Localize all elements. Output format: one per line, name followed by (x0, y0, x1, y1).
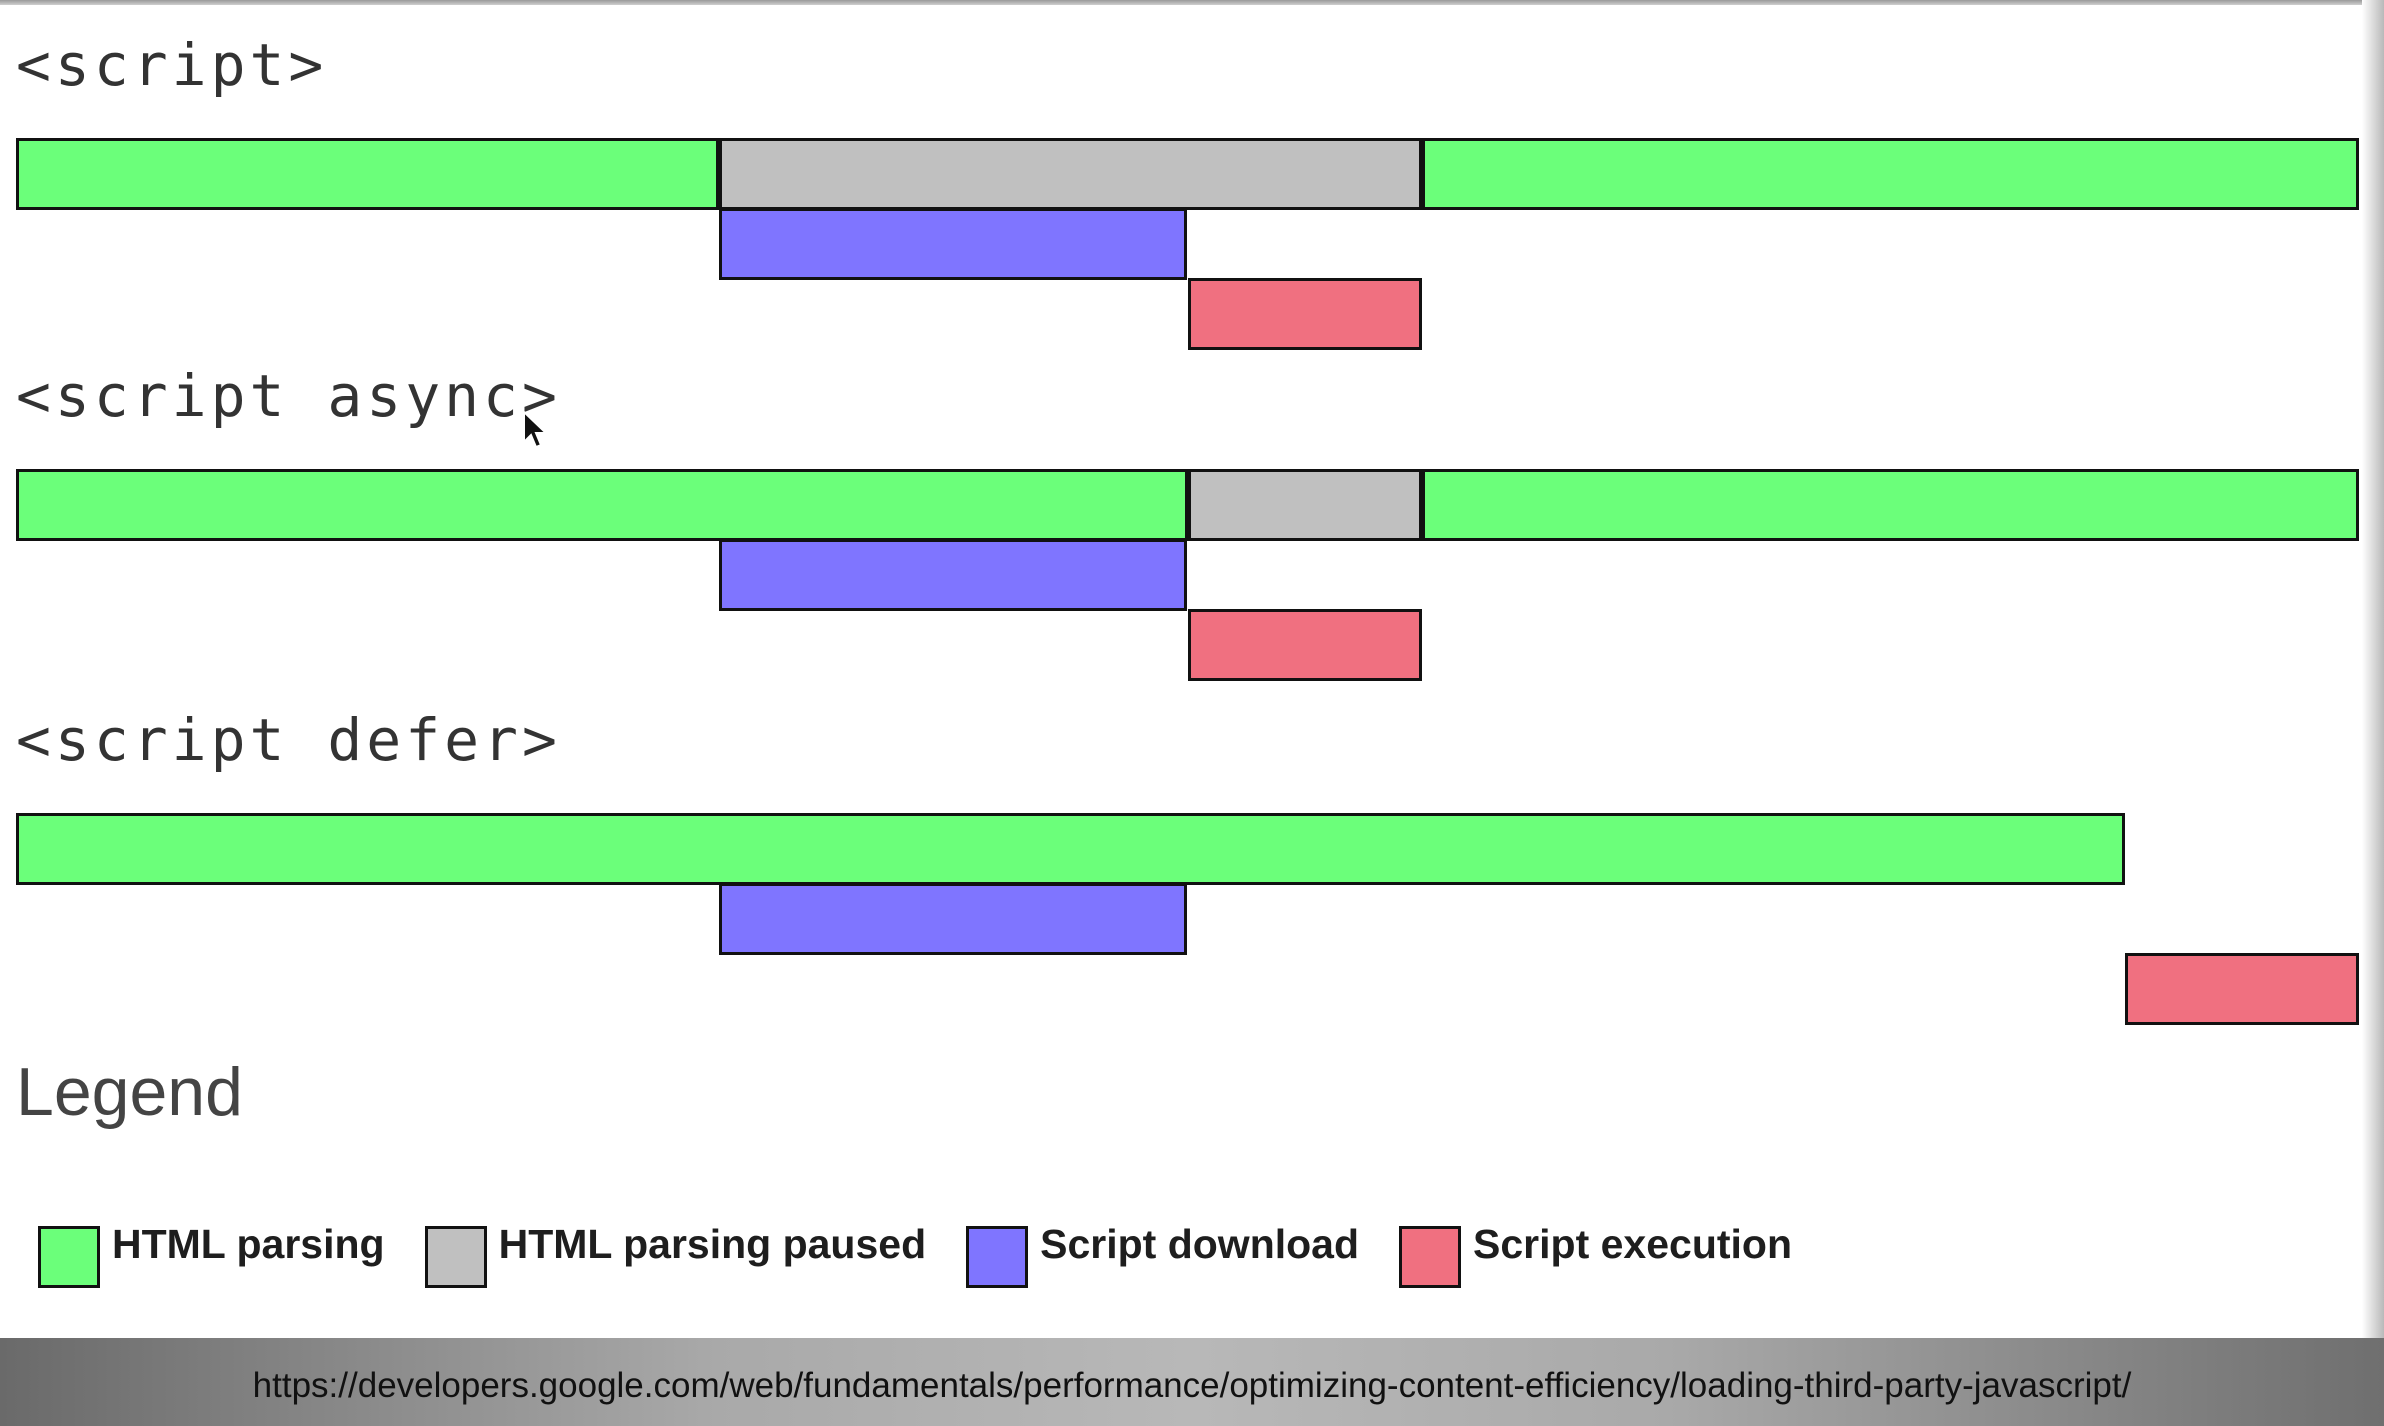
bar-html-parsing-paused (1187, 469, 1422, 541)
bar-script-execution (1187, 278, 1422, 350)
right-edge (2362, 0, 2384, 1340)
legend-swatch-script-download (966, 1226, 1029, 1288)
bar-html-parsing-paused (718, 138, 1422, 210)
mouse-cursor-icon (523, 410, 548, 449)
track-script-defer (16, 813, 2359, 1029)
bar-html-parsing (16, 813, 2125, 885)
legend-label-html-parsing: HTML parsing (112, 1221, 385, 1267)
legend: HTML parsing HTML parsing paused Script … (38, 1218, 1832, 1288)
legend-item-script-execution: Script execution (1399, 1218, 1792, 1288)
section-label-script-async: <script async> (16, 362, 561, 430)
source-url-bar: https://developers.google.com/web/fundam… (0, 1338, 2384, 1426)
legend-label-script-execution: Script execution (1473, 1221, 1793, 1267)
bar-script-download (718, 539, 1188, 611)
section-label-script: <script> (16, 31, 328, 99)
track-script-async (16, 469, 2359, 685)
bar-html-parsing (1421, 138, 2359, 210)
section-label-script-defer: <script defer> (16, 706, 561, 774)
legend-swatch-script-execution (1399, 1226, 1462, 1288)
source-url: https://developers.google.com/web/fundam… (252, 1366, 2132, 1405)
legend-item-html-parsing: HTML parsing (38, 1218, 385, 1288)
top-edge (0, 0, 2384, 5)
legend-item-script-download: Script download (966, 1218, 1359, 1288)
bar-script-download (718, 208, 1188, 280)
bar-script-execution (1187, 609, 1422, 681)
bar-html-parsing (16, 469, 1188, 541)
legend-label-html-parsing-paused: HTML parsing paused (498, 1221, 927, 1267)
bar-html-parsing (1421, 469, 2359, 541)
legend-title: Legend (16, 1054, 243, 1130)
legend-swatch-html-parsing-paused (424, 1226, 487, 1288)
bar-script-download (718, 883, 1188, 955)
bar-html-parsing (16, 138, 719, 210)
legend-label-script-download: Script download (1040, 1221, 1360, 1267)
legend-swatch-html-parsing (38, 1226, 100, 1288)
track-script (16, 138, 2359, 354)
legend-item-html-parsing-paused: HTML parsing paused (424, 1218, 927, 1288)
bar-script-execution (2124, 953, 2359, 1025)
